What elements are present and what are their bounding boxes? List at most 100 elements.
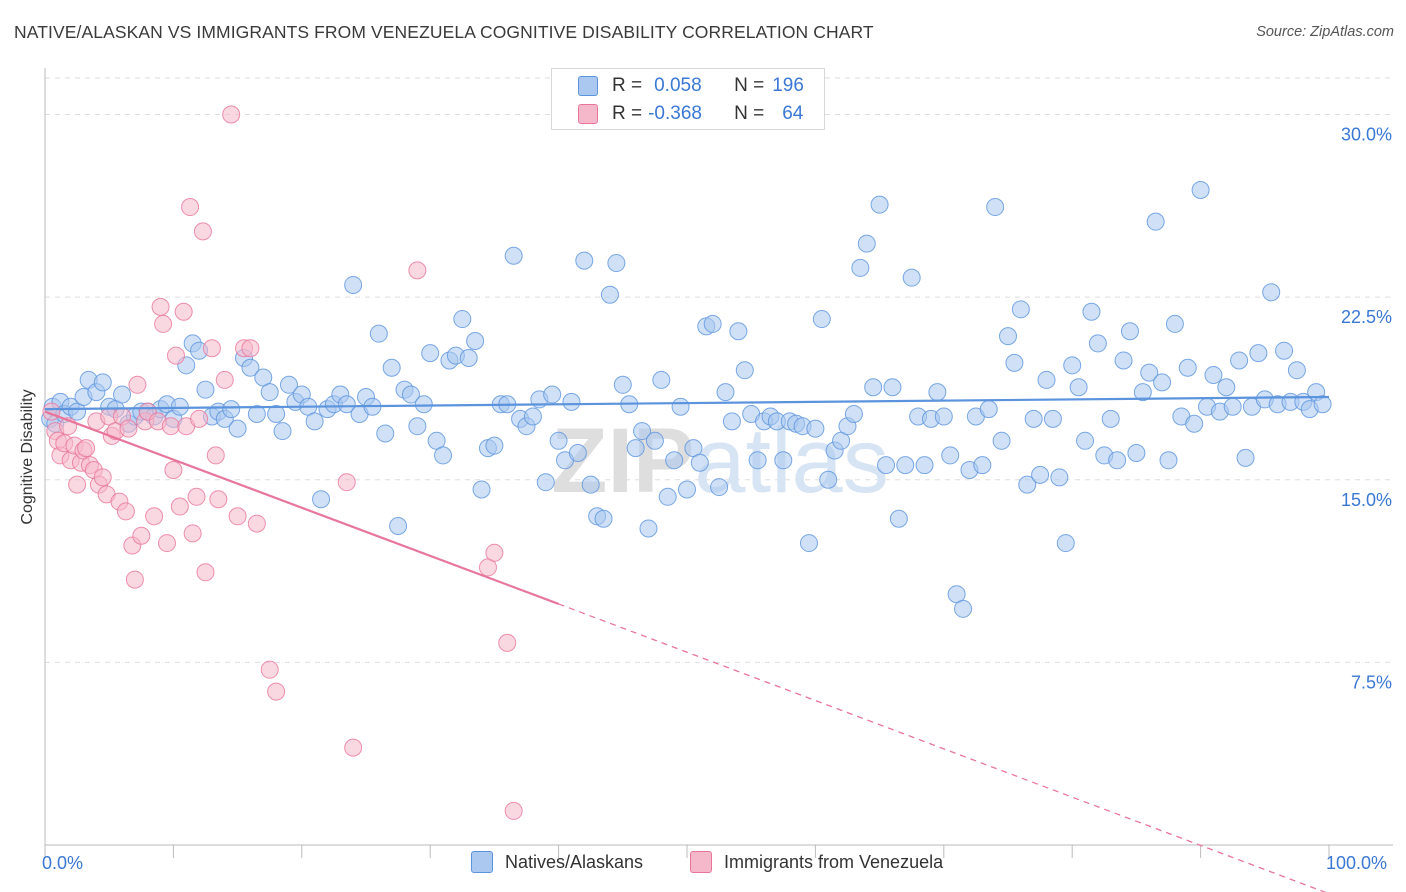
data-point: [228, 419, 247, 438]
data-point: [181, 198, 200, 217]
data-point: [896, 456, 915, 475]
data-point: [979, 400, 998, 419]
series-swatch-venezuela: [690, 851, 712, 873]
y-tick-label: 22.5%: [1341, 307, 1392, 327]
data-point: [1037, 370, 1056, 389]
data-point: [241, 358, 260, 377]
data-point: [164, 461, 183, 480]
y-tick-labels: 7.5% 15.0% 22.5% 30.0%: [1341, 125, 1392, 693]
data-point: [1313, 395, 1332, 414]
data-point: [193, 222, 212, 241]
y-tick-label: 15.0%: [1341, 490, 1392, 510]
legend-n-label: N =: [734, 103, 765, 124]
data-point: [1275, 341, 1294, 360]
data-point: [954, 599, 973, 618]
data-point: [260, 383, 279, 402]
legend-row-venezuela: R = -0.368 N = 64: [578, 101, 803, 127]
data-point: [934, 407, 953, 426]
data-point: [369, 324, 388, 343]
data-point: [889, 509, 908, 528]
series-legend-venezuela: Immigrants from Venezuela: [690, 851, 943, 873]
data-point: [132, 526, 151, 545]
series-legend: Natives/Alaskans Immigrants from Venezue…: [0, 851, 1406, 879]
data-point: [1159, 451, 1178, 470]
data-point: [690, 453, 709, 472]
data-point: [999, 327, 1017, 346]
legend-n-value: 64: [782, 103, 804, 124]
data-point: [68, 475, 87, 494]
legend-r-value: -0.368: [648, 103, 702, 124]
data-point: [170, 497, 189, 516]
series-swatch-natives: [471, 851, 493, 873]
legend-r-value: 0.058: [654, 75, 702, 96]
trend-lines: [44, 395, 1330, 892]
data-point: [337, 395, 356, 414]
data-point: [187, 487, 206, 506]
data-point: [305, 412, 324, 431]
legend-swatch-venezuela: [578, 104, 598, 124]
data-point: [536, 473, 555, 492]
trend-line-natives: [44, 395, 1330, 411]
data-point: [819, 470, 838, 489]
data-point: [883, 378, 902, 397]
data-point: [485, 436, 504, 455]
data-point: [1114, 351, 1133, 370]
data-point: [389, 517, 408, 536]
data-point: [77, 439, 96, 458]
data-point: [1120, 322, 1139, 341]
data-point: [312, 490, 331, 509]
legend-r-label: R =: [612, 103, 643, 124]
data-point: [337, 473, 356, 492]
data-point: [408, 417, 427, 436]
data-point: [247, 514, 266, 533]
data-point: [93, 468, 112, 487]
data-point: [170, 397, 189, 416]
data-point: [215, 370, 234, 389]
data-point: [209, 490, 228, 509]
data-point: [799, 534, 818, 553]
data-point: [812, 310, 831, 329]
data-point: [161, 417, 180, 436]
data-point: [459, 349, 478, 368]
data-point: [710, 478, 729, 497]
y-tick-label: 7.5%: [1351, 672, 1392, 692]
data-point: [206, 446, 225, 465]
data-point: [119, 419, 138, 438]
data-point: [1063, 356, 1082, 375]
data-point: [273, 422, 292, 441]
data-point: [279, 375, 298, 394]
stats-legend: R = 0.058 N = 196 R = -0.368 N = 64: [551, 68, 825, 130]
data-point: [1191, 181, 1210, 200]
data-point: [202, 339, 221, 358]
data-point: [267, 682, 286, 701]
watermark: ZIPatlas: [551, 410, 888, 512]
data-point: [222, 105, 241, 124]
data-point: [645, 431, 664, 450]
data-point: [607, 254, 626, 273]
data-point: [594, 509, 613, 528]
data-point: [1146, 212, 1165, 231]
data-point: [1133, 383, 1152, 402]
data-point: [543, 385, 562, 404]
data-point: [626, 439, 645, 458]
data-point: [414, 395, 433, 414]
data-point: [549, 431, 568, 450]
data-point: [434, 446, 453, 465]
data-point: [93, 373, 112, 392]
trend-line-venezuela-extension: [558, 603, 1327, 892]
data-point: [1076, 431, 1095, 450]
data-point: [941, 446, 960, 465]
data-point: [562, 392, 581, 411]
data-point: [401, 385, 420, 404]
data-point: [806, 419, 825, 438]
data-point: [344, 738, 363, 757]
data-point: [1185, 414, 1204, 433]
data-point: [1153, 373, 1172, 392]
axes: [44, 68, 1393, 858]
data-point: [166, 346, 185, 365]
data-point: [1088, 334, 1107, 353]
data-point: [575, 251, 594, 270]
data-point: [241, 339, 260, 358]
data-point: [174, 302, 193, 321]
series-legend-natives: Natives/Alaskans: [471, 851, 643, 873]
